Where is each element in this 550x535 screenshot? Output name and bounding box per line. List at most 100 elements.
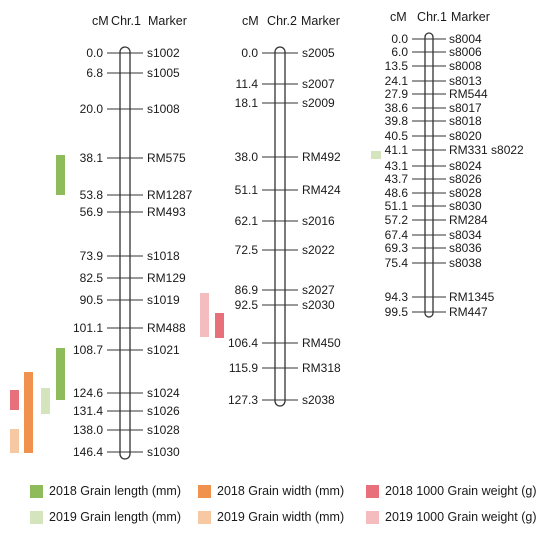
map2-marker-position: 92.5 xyxy=(235,298,259,312)
map1-marker-position: 73.9 xyxy=(80,249,104,263)
map3-marker-name: s8026 xyxy=(449,172,482,186)
map1-marker-position: 6.8 xyxy=(86,66,103,80)
map1-marker-position: 138.0 xyxy=(73,423,103,437)
map1-marker-position: 108.7 xyxy=(73,343,103,357)
map1-marker-position: 53.8 xyxy=(80,188,104,202)
map3-marker-position: 0.0 xyxy=(391,32,408,46)
map3-marker-position: 40.5 xyxy=(385,129,409,143)
map2-header-chr: Chr.2 xyxy=(267,14,297,28)
map1-marker-name: s1008 xyxy=(147,102,180,116)
legend-swatch-2019-grain-length xyxy=(30,510,43,524)
map3-marker-name: s8018 xyxy=(449,114,482,128)
map1-marker-name: RM1287 xyxy=(147,188,193,202)
map3-header-chr: Chr.1 xyxy=(417,10,447,24)
qtl-bar-grain-weight-2018 xyxy=(215,313,224,338)
map3-marker-name: RM284 xyxy=(449,213,488,227)
map3-marker-name: s8004 xyxy=(449,32,482,46)
map1-marker-position: 146.4 xyxy=(73,445,103,459)
map1-marker-position: 0.0 xyxy=(86,46,103,60)
map3-marker-name: s8020 xyxy=(449,129,482,143)
map3-marker-position: 99.5 xyxy=(385,305,409,319)
map3-marker-position: 43.7 xyxy=(385,172,409,186)
map1-marker-name: s1002 xyxy=(147,46,180,60)
map2-marker-position: 127.3 xyxy=(228,393,258,407)
legend-item-2018-grain-weight: 2018 1000 Grain weight (g) xyxy=(366,484,536,498)
qtl-bar-grain-width-2018 xyxy=(24,372,33,412)
map1-marker-position: 56.9 xyxy=(80,205,104,219)
legend-item-2019-grain-weight: 2019 1000 Grain weight (g) xyxy=(366,510,536,524)
map1-marker-name: s1021 xyxy=(147,343,180,357)
map3-marker-name: RM447 xyxy=(449,305,488,319)
map1-header-marker: Marker xyxy=(148,14,187,28)
map3-marker-position: 94.3 xyxy=(385,290,409,304)
map2-marker-position: 38.0 xyxy=(235,150,259,164)
map3-header-marker: Marker xyxy=(451,10,490,24)
map3-marker-name: s8017 xyxy=(449,101,482,115)
map3-marker-position: 13.5 xyxy=(385,59,409,73)
qtl-bar-grain-weight-2019 xyxy=(200,293,209,337)
map2-marker-position: 115.9 xyxy=(229,361,258,375)
map3-marker-position: 51.1 xyxy=(385,199,409,213)
map1-header-chr: Chr.1 xyxy=(111,14,141,28)
map2-marker-name: s2022 xyxy=(302,243,335,257)
map2-marker-name: RM450 xyxy=(302,336,341,350)
map3-marker-position: 43.1 xyxy=(385,159,409,173)
legend-swatch-2019-grain-width xyxy=(198,510,211,524)
legend-label-2019-grain-width: 2019 Grain width (mm) xyxy=(217,510,345,524)
qtl-bar-grain-width-2019 xyxy=(10,429,19,453)
legend-label-2018-grain-width: 2018 Grain width (mm) xyxy=(217,484,345,498)
map2-marker-name: RM424 xyxy=(302,183,341,197)
map3-marker-position: 41.1 xyxy=(385,143,409,157)
map3-marker-position: 38.6 xyxy=(385,101,409,115)
map3-marker-name: s8036 xyxy=(449,241,482,255)
map3-marker-name: RM1345 xyxy=(449,290,495,304)
legend: 2018 Grain length (mm) 2018 Grain width … xyxy=(0,478,550,535)
map2-header-cm: cM xyxy=(242,14,259,28)
legend-label-2018-grain-length: 2018 Grain length (mm) xyxy=(49,484,182,498)
map3-marker-position: 48.6 xyxy=(385,186,409,200)
map3-marker-name: s8028 xyxy=(449,186,482,200)
map1-marker-name: s1028 xyxy=(147,423,180,437)
map3-marker-position: 69.3 xyxy=(385,241,409,255)
map2-marker-name: s2005 xyxy=(302,46,335,60)
map2-marker-name: RM492 xyxy=(302,150,341,164)
map1-marker-position: 101.1 xyxy=(73,321,103,335)
map1-marker-position: 38.1 xyxy=(80,151,104,165)
legend-label-2019-grain-weight: 2019 1000 Grain weight (g) xyxy=(385,510,537,524)
map2-marker-position: 18.1 xyxy=(235,96,259,110)
map1-marker-name: RM493 xyxy=(147,205,186,219)
legend-swatch-2019-grain-weight xyxy=(366,510,379,524)
qtl-bar-grain-length-2018 xyxy=(56,348,65,400)
map2-marker-position: 86.9 xyxy=(235,283,259,297)
map2-marker-position: 11.4 xyxy=(236,77,259,91)
map3-marker-name: s8034 xyxy=(449,228,482,242)
map1-marker-name: s1030 xyxy=(147,445,180,459)
legend-label-2019-grain-length: 2019 Grain length (mm) xyxy=(49,510,182,524)
map3-marker-name: s8038 xyxy=(449,256,482,270)
map3-marker-position: 6.0 xyxy=(391,45,408,59)
map1-marker-name: s1019 xyxy=(147,293,180,307)
legend-swatch-2018-grain-weight xyxy=(366,484,379,498)
map1-marker-name: RM575 xyxy=(147,151,186,165)
map1-marker-name: RM129 xyxy=(147,271,186,285)
map1-marker-position: 82.5 xyxy=(80,271,104,285)
map2-marker-name: RM318 xyxy=(302,361,341,375)
map1-marker-position: 20.0 xyxy=(80,102,104,116)
map3-marker-name: s8008 xyxy=(449,59,482,73)
qtl-bar-grain-length-2019 xyxy=(41,388,50,414)
map2-marker-name: s2027 xyxy=(302,283,335,297)
qtl-bar-grain-width-2018 xyxy=(24,411,33,453)
map2-marker-name: s2009 xyxy=(302,96,335,110)
map1-header-cm: cM xyxy=(92,14,109,28)
map2-marker-position: 72.5 xyxy=(235,243,259,257)
map2-marker-name: s2016 xyxy=(302,214,335,228)
qtl-bar-grain-length-2018 xyxy=(56,155,65,195)
legend-item-2019-grain-length: 2019 Grain length (mm) xyxy=(30,510,181,524)
map1-chromosome-bar xyxy=(119,46,131,460)
map2-marker-name: s2038 xyxy=(302,393,335,407)
qtl-bar-grain-length-2019 xyxy=(371,151,381,159)
map3-marker-position: 24.1 xyxy=(385,74,409,88)
map3-marker-name: s8013 xyxy=(449,74,482,88)
map1-marker-position: 90.5 xyxy=(80,293,104,307)
